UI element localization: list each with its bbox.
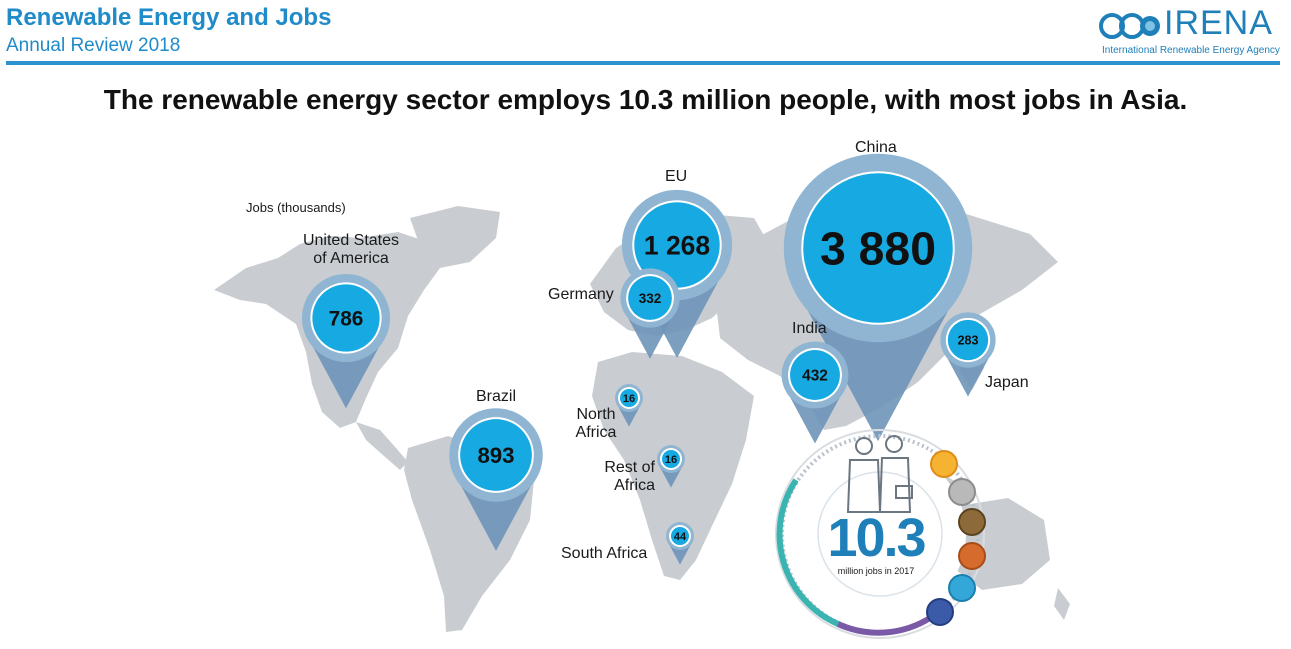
pin-tail-rest-of-africa bbox=[660, 467, 682, 488]
label-japan: Japan bbox=[985, 374, 1029, 391]
pin-value-china: 3 880 bbox=[820, 223, 936, 275]
label-india: India bbox=[792, 320, 827, 337]
label-rest-of-africa: Rest of Africa bbox=[604, 459, 655, 494]
pin-tail-china bbox=[804, 304, 952, 442]
total-jobs-caption: million jobs in 2017 bbox=[837, 566, 915, 576]
pin-bubble-north-africa bbox=[620, 389, 638, 407]
greenland-shape bbox=[410, 206, 500, 268]
pin-japan: 283 bbox=[940, 312, 996, 397]
pin-tail-united-states-of-america bbox=[311, 344, 381, 409]
total-inner-ring bbox=[817, 471, 943, 597]
pin-bubble-rest-of-africa bbox=[662, 450, 680, 468]
pin-value-germany: 332 bbox=[639, 291, 662, 306]
pin-tail-japan bbox=[946, 356, 990, 397]
report-subtitle: Annual Review 2018 bbox=[6, 35, 181, 56]
pin-tail-germany bbox=[626, 315, 674, 359]
pin-value-india: 432 bbox=[802, 368, 828, 385]
pin-brazil: 893 bbox=[449, 408, 543, 551]
total-outer-ring bbox=[775, 429, 985, 639]
total-jobs-value: 10.3 bbox=[827, 508, 926, 568]
headline: The renewable energy sector employs 10.3… bbox=[103, 84, 1188, 115]
new-zealand-shape bbox=[1054, 588, 1070, 620]
workers-icon bbox=[846, 435, 913, 513]
label-brazil: Brazil bbox=[476, 388, 517, 405]
total-inner-disc bbox=[794, 448, 966, 620]
pin-tail-north-africa bbox=[618, 406, 640, 427]
geothermal-icon bbox=[958, 542, 986, 570]
label-eu: EU bbox=[665, 168, 688, 185]
irena-logo-mark-icon bbox=[1099, 13, 1160, 39]
total-jobs-infographic bbox=[775, 429, 986, 639]
central-america-shape bbox=[356, 422, 408, 470]
hydropower-icon bbox=[948, 574, 976, 602]
pin-bubble-united-states-of-america bbox=[312, 284, 380, 352]
region-pins: 3 880 1 268 893 786 432 332 283 44 16 16 bbox=[301, 153, 996, 565]
pin-value-japan: 283 bbox=[958, 334, 979, 348]
pin-south-africa: 44 bbox=[666, 522, 694, 565]
pin-bubble-japan bbox=[947, 319, 989, 361]
pin-bubble-germany bbox=[628, 276, 672, 320]
pin-value-eu: 1 268 bbox=[644, 231, 710, 261]
unit-label: Jobs (thousands) bbox=[246, 200, 346, 215]
pin-united-states-of-america: 786 bbox=[301, 273, 391, 409]
total-jobs: 10.3 million jobs in 2017 bbox=[816, 510, 936, 576]
label-germany: Germany bbox=[548, 286, 614, 303]
total-ring-arc-teal bbox=[776, 478, 840, 627]
wind-icon bbox=[948, 478, 976, 506]
logo-tagline: International Renewable Energy Agency bbox=[1102, 45, 1280, 56]
pin-value-brazil: 893 bbox=[477, 443, 514, 468]
pin-tail-india bbox=[788, 395, 842, 444]
label-china: China bbox=[855, 139, 897, 156]
irena-logo: IRENA International Renewable Energy Age… bbox=[1098, 4, 1283, 58]
pin-value-united-states-of-america: 786 bbox=[329, 308, 364, 331]
pin-north-africa: 16 bbox=[615, 384, 643, 427]
pin-tail-south-africa bbox=[669, 544, 691, 565]
technology-icons bbox=[926, 450, 986, 626]
label-north-africa: North Africa bbox=[575, 406, 617, 441]
pin-bubble-south-africa bbox=[671, 527, 689, 545]
pin-bubble-eu bbox=[634, 202, 720, 288]
pin-tail-brazil bbox=[459, 483, 533, 551]
header-divider bbox=[6, 61, 1280, 65]
pin-bubble-brazil bbox=[460, 419, 532, 491]
pin-china: 3 880 bbox=[783, 153, 973, 442]
pin-bubble-india bbox=[790, 350, 840, 400]
pin-india: 432 bbox=[781, 341, 849, 444]
report-title: Renewable Energy and Jobs bbox=[6, 4, 332, 31]
bioenergy-icon bbox=[958, 508, 986, 536]
pin-bubble-china bbox=[803, 173, 953, 323]
pin-value-north-africa: 16 bbox=[623, 393, 635, 405]
pin-value-rest-of-africa: 16 bbox=[665, 454, 677, 466]
total-ring-arc-purple bbox=[836, 615, 932, 636]
label-south-africa: South Africa bbox=[561, 545, 648, 562]
pin-rest-of-africa: 16 bbox=[657, 445, 685, 488]
marine-icon bbox=[926, 598, 954, 626]
solar-icon bbox=[930, 450, 958, 478]
logo-wordmark: IRENA bbox=[1164, 4, 1273, 42]
pin-germany: 332 bbox=[620, 268, 680, 359]
label-usa: United States of America bbox=[302, 232, 400, 267]
pin-value-south-africa: 44 bbox=[674, 531, 687, 543]
